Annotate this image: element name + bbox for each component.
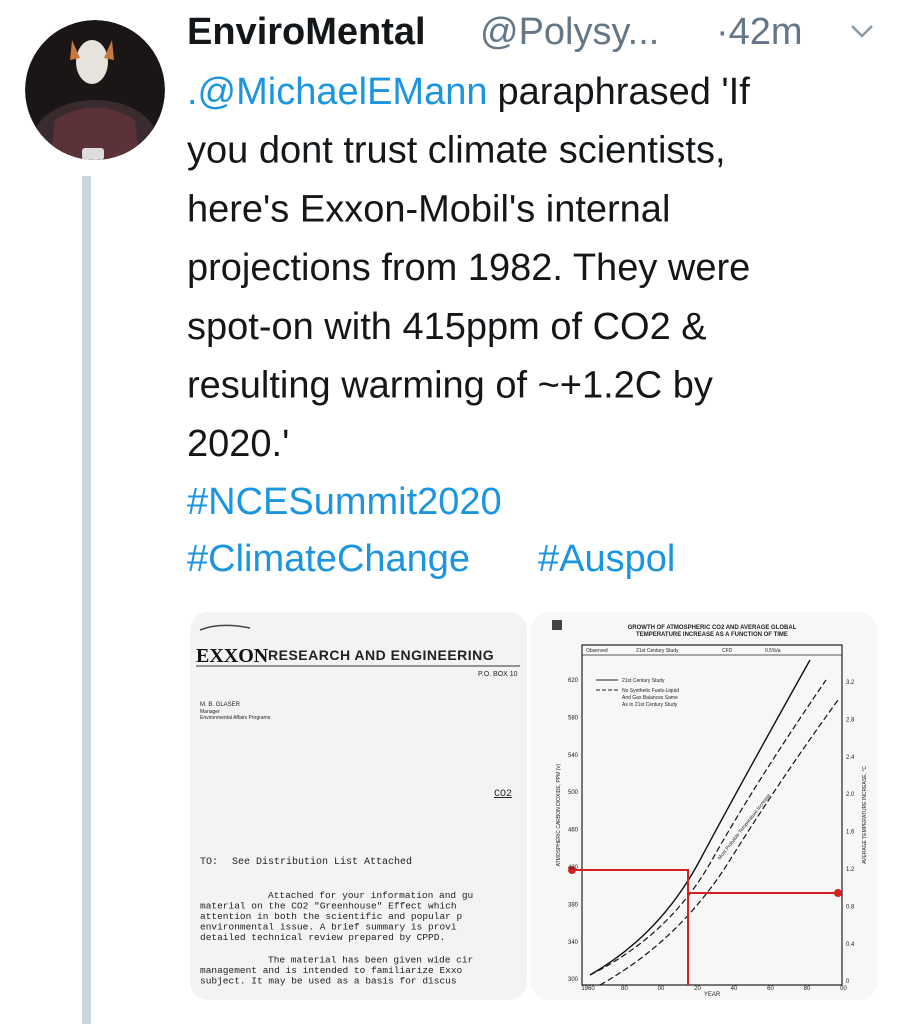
- tweet-line: .@MichaelEMann paraphrased 'If: [187, 71, 750, 113]
- timestamp[interactable]: ·42m: [716, 11, 803, 53]
- thread-line: [82, 176, 91, 1024]
- x-tick-label: 00: [658, 986, 665, 992]
- y2-tick-label: 2.0: [846, 792, 855, 798]
- chart-header: Observed: [586, 648, 608, 654]
- media-chart[interactable]: GROWTH OF ATMOSPHERIC CO2 AND AVERAGE GL…: [531, 612, 877, 1000]
- x-tick-label: 80: [804, 986, 811, 992]
- tweet-text: you dont trust climate scientists,: [187, 130, 726, 172]
- tweet-text: 2020.': [187, 423, 289, 465]
- memo-sender: Manager: [200, 709, 220, 715]
- y-tick-label: 540: [568, 753, 579, 759]
- y2-tick-label: 1.6: [846, 830, 855, 836]
- memo-body-line: The material has been given wide cir: [268, 955, 473, 966]
- y-tick-label: 420: [568, 865, 579, 871]
- y2-tick-label: 0.4: [846, 942, 855, 948]
- y-tick-label: 340: [568, 940, 579, 946]
- y-tick-label: 500: [568, 790, 579, 796]
- author-handle[interactable]: @Polysy...: [480, 11, 659, 53]
- y-tick-label: 300: [568, 977, 579, 983]
- hashtag[interactable]: #ClimateChange: [187, 538, 470, 580]
- chart-legend: 21st Century Study: [622, 678, 665, 684]
- x-axis-label: YEAR: [704, 992, 721, 998]
- memo-sender: Environmental Affairs Programs: [200, 715, 271, 721]
- y2-axis-label: AVERAGE TEMPERATURE INCREASE, °C: [862, 766, 868, 864]
- author-name[interactable]: EnviroMental: [187, 11, 426, 53]
- memo-logo: EXXON: [196, 645, 269, 667]
- memo-address: P.O. BOX 10: [478, 671, 518, 678]
- media-memo[interactable]: EXXON RESEARCH AND ENGINEERING P.O. BOX …: [190, 612, 527, 1000]
- hashtag[interactable]: #Auspol: [538, 538, 675, 580]
- y-tick-label: 580: [568, 715, 579, 721]
- memo-subject: CO2: [494, 789, 512, 800]
- mention[interactable]: .@MichaelEMann: [187, 71, 487, 113]
- chart-legend: And Gas Balances Same: [622, 695, 678, 701]
- chart-title: GROWTH OF ATMOSPHERIC CO2 AND AVERAGE GL…: [628, 625, 797, 631]
- y2-tick-label: 0.8: [846, 904, 855, 910]
- memo-sender: M. B. GLASER: [200, 702, 241, 708]
- chart-header: 21st Century Study: [636, 648, 679, 654]
- tweet-text: spot-on with 415ppm of CO2 &: [187, 306, 707, 348]
- y2-tick-label: 3.2: [846, 680, 855, 686]
- memo-body-line: material on the CO2 "Greenhouse" Effect …: [200, 901, 457, 912]
- memo-body-line: environmental issue. A brief summary is …: [200, 922, 457, 933]
- y2-tick-label: 2.8: [846, 717, 855, 723]
- y-axis-label: ATMOSPHERIC CARBON DIOXIDE, PPM (V): [556, 763, 562, 866]
- y2-tick-label: 0: [846, 979, 850, 985]
- x-tick-label: 1960: [581, 986, 595, 992]
- x-tick-label: 20: [694, 986, 701, 992]
- chart-legend: No Synthetic Fuels-Liquid: [622, 688, 679, 694]
- x-tick-label: 80: [621, 986, 628, 992]
- y2-tick-label: 1.2: [846, 867, 855, 873]
- memo-to: See Distribution List Attached: [232, 856, 412, 868]
- y-tick-label: 460: [568, 828, 579, 834]
- menu-chevron[interactable]: [851, 25, 873, 38]
- chart-legend: As In 21st Century Study: [622, 702, 678, 708]
- x-tick-label: 00: [840, 986, 847, 992]
- tweet-text: projections from 1982. They were: [187, 247, 750, 289]
- memo-company: RESEARCH AND ENGINEERING: [268, 647, 494, 663]
- memo-to-label: TO:: [200, 857, 218, 868]
- hashtag[interactable]: #NCESummit2020: [187, 481, 502, 523]
- memo-body-line: attention in both the scientific and pop…: [200, 911, 463, 922]
- tweet-text: resulting warming of ~+1.2C by: [187, 365, 713, 407]
- y-tick-label: 380: [568, 902, 579, 908]
- y2-tick-label: 2.4: [846, 755, 855, 761]
- tweet-text: here's Exxon-Mobil's internal: [187, 188, 670, 230]
- chart-header: CFD: [722, 648, 733, 654]
- x-tick-label: 60: [767, 986, 774, 992]
- memo-body-line: Attached for your information and gu: [268, 890, 473, 901]
- y-tick-label: 620: [568, 678, 579, 684]
- memo-body-line: subject. It may be used as a basis for d…: [200, 976, 457, 987]
- memo-body-line: management and is intended to familiariz…: [200, 965, 463, 976]
- memo-body-line: detailed technical review prepared by CP…: [200, 932, 445, 943]
- tweet-text: paraphrased 'If: [497, 71, 750, 113]
- chart-title: TEMPERATURE INCREASE AS A FUNCTION OF TI…: [636, 632, 788, 638]
- x-tick-label: 40: [731, 986, 738, 992]
- chart-header: 0.5%/a: [765, 648, 781, 654]
- avatar[interactable]: [25, 20, 165, 180]
